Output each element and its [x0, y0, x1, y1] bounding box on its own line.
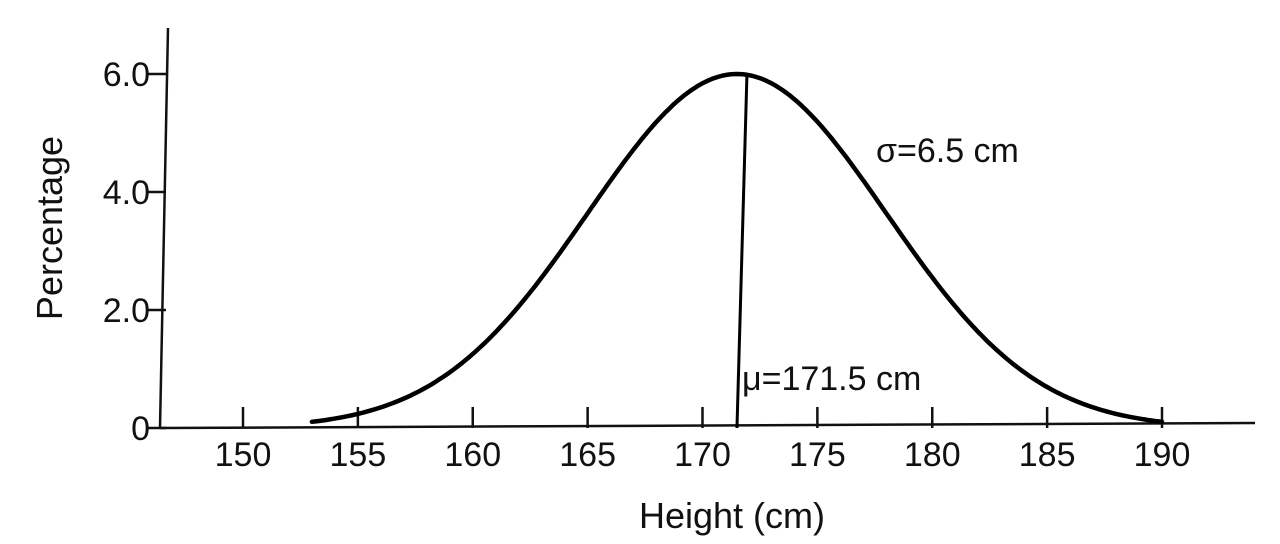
- x-tick-label-160: 160: [444, 436, 501, 474]
- x-axis-line: [159, 421, 1256, 430]
- y-axis-line: [158, 27, 170, 429]
- y-ticks: 0 2.0 4.0 6.0: [103, 56, 166, 448]
- axes: [158, 27, 1256, 430]
- sigma-annotation: σ=6.5 cm: [876, 132, 1019, 170]
- mean-line: [735, 73, 749, 429]
- x-axis-title: Height (cm): [639, 495, 825, 536]
- x-ticks: 150 155 160 165 170 175 180 185 190: [215, 407, 1191, 474]
- y-tick-label-0: 0: [131, 410, 150, 448]
- x-tick-label-170: 170: [674, 436, 731, 474]
- y-axis-title: Percentage: [29, 136, 70, 320]
- x-tick-label-180: 180: [904, 436, 961, 474]
- y-tick-label-1: 2.0: [103, 292, 150, 330]
- x-tick-label-175: 175: [789, 436, 846, 474]
- plot-area: [309, 71, 1165, 429]
- y-tick-label-2: 4.0: [103, 174, 150, 212]
- x-tick-label-165: 165: [559, 436, 616, 474]
- x-tick-label-185: 185: [1019, 436, 1076, 474]
- x-tick-label-150: 150: [215, 436, 272, 474]
- y-tick-label-3: 6.0: [103, 56, 150, 94]
- x-tick-label-155: 155: [330, 436, 387, 474]
- x-tick-label-190: 190: [1134, 436, 1191, 474]
- normal-curve: [309, 71, 1165, 425]
- mu-annotation: μ=171.5 cm: [742, 360, 921, 398]
